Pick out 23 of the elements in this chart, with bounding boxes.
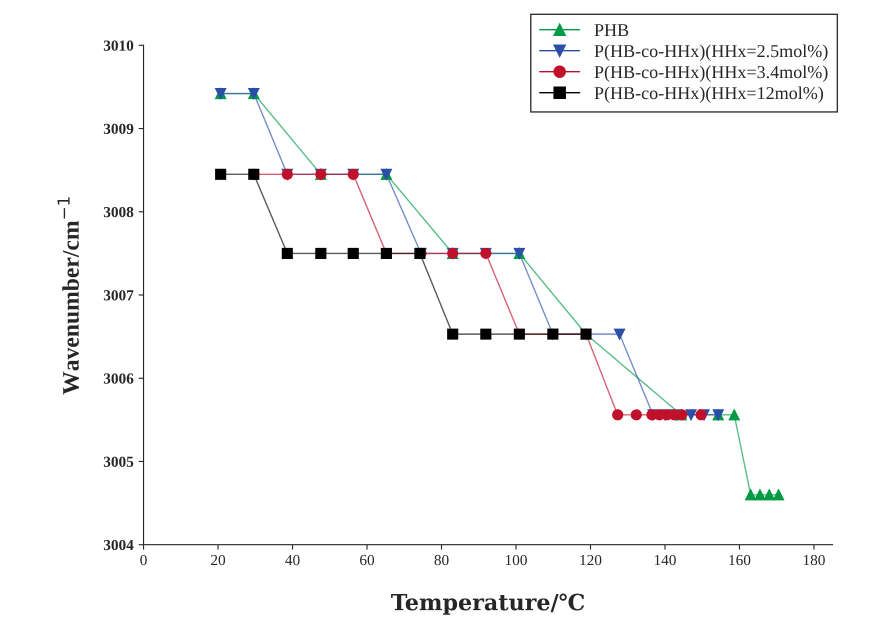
x-tick-label: 180: [804, 554, 825, 566]
y-tick-label: 3007: [104, 290, 134, 300]
y-tick-label: 3010: [104, 40, 134, 51]
y-tick-label: 3004: [104, 540, 134, 550]
x-tick-label: 160: [729, 554, 750, 566]
y-tick-label: 3006: [104, 373, 134, 384]
y-tick-label: 3009: [104, 124, 134, 134]
y-axis-title: Wavenumber/cm$^{−1}$: [58, 197, 79, 395]
legend-label: PHB: [594, 24, 628, 36]
x-tick-label: 40: [285, 554, 300, 566]
y-tick-label: 3008: [104, 206, 134, 218]
x-tick-label: 100: [506, 554, 527, 566]
legend-label: P(HB-co-HHx)(HHx=2.5mol%): [594, 44, 828, 61]
legend-label: P(HB-co-HHx)(HHx=3.4mol%): [594, 65, 828, 82]
x-axis-title: Temperature/℃: [391, 594, 584, 615]
x-tick-label: 140: [654, 554, 676, 566]
x-tick-label: 80: [434, 554, 449, 566]
x-tick-label: 120: [580, 554, 602, 566]
x-tick-label: 60: [360, 554, 374, 566]
x-tick-label: 20: [211, 554, 226, 566]
y-tick-label: 3005: [104, 456, 134, 467]
x-tick-label: 0: [140, 554, 147, 566]
legend-label: P(HB-co-HHx)(HHx=12mol%): [594, 86, 824, 103]
